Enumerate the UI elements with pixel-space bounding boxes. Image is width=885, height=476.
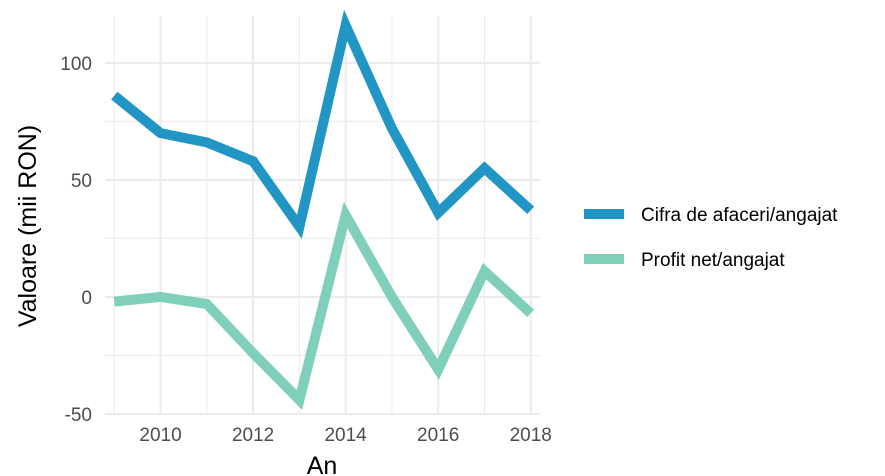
y-tick-label: 50 xyxy=(71,171,92,192)
y-axis-ticks: 100 50 0 -50 xyxy=(60,54,92,426)
legend-label-2: Profit net/angajat xyxy=(641,250,785,271)
x-axis-title: An xyxy=(307,452,338,476)
series-line-2 xyxy=(113,201,535,410)
x-tick-label: 2016 xyxy=(417,425,459,446)
series-lines xyxy=(111,9,535,410)
legend: Cifra de afaceri/angajat Profit net/angaj… xyxy=(584,205,838,271)
y-axis-title: Valoare (mii RON) xyxy=(14,125,42,327)
x-tick-label: 2014 xyxy=(324,425,367,446)
grid xyxy=(105,16,540,415)
x-tick-label: 2012 xyxy=(232,425,274,446)
series-line-1 xyxy=(111,9,535,239)
x-tick-label: 2010 xyxy=(139,425,181,446)
y-tick-label: 100 xyxy=(60,54,92,75)
x-axis-ticks: 2010 2012 2014 2016 2018 xyxy=(139,425,551,446)
y-tick-label: -50 xyxy=(65,405,92,426)
y-tick-label: 0 xyxy=(81,288,92,309)
legend-label-1: Cifra de afaceri/angajat xyxy=(641,205,838,226)
x-tick-label: 2018 xyxy=(510,425,552,446)
